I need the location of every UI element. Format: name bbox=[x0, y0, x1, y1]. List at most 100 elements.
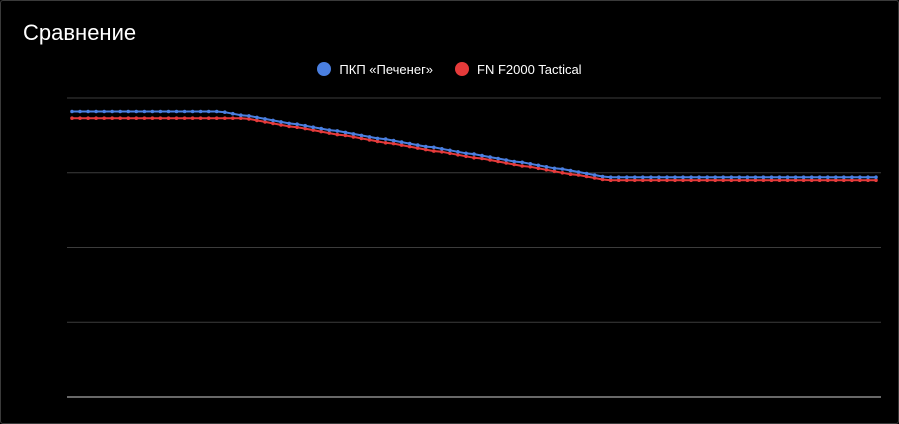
data-point-series-0[interactable] bbox=[834, 175, 838, 179]
data-point-series-1[interactable] bbox=[520, 164, 524, 168]
data-point-series-1[interactable] bbox=[424, 147, 428, 152]
data-point-series-1[interactable] bbox=[480, 156, 484, 161]
data-point-series-1[interactable] bbox=[769, 178, 774, 182]
data-point-series-1[interactable] bbox=[198, 116, 203, 120]
data-point-series-0[interactable] bbox=[86, 109, 90, 114]
data-point-series-0[interactable] bbox=[512, 159, 516, 164]
data-point-series-1[interactable] bbox=[166, 116, 171, 120]
data-point-series-0[interactable] bbox=[850, 175, 854, 179]
data-point-series-1[interactable] bbox=[641, 178, 645, 182]
data-point-series-0[interactable] bbox=[568, 168, 573, 173]
data-point-series-1[interactable] bbox=[528, 165, 533, 169]
data-point-series-1[interactable] bbox=[158, 116, 163, 120]
data-point-series-1[interactable] bbox=[102, 116, 106, 120]
data-point-series-0[interactable] bbox=[681, 175, 685, 179]
data-point-series-0[interactable] bbox=[616, 175, 621, 179]
data-point-series-0[interactable] bbox=[528, 162, 533, 166]
data-point-series-1[interactable] bbox=[657, 178, 661, 182]
data-point-series-1[interactable] bbox=[737, 178, 742, 182]
data-point-series-1[interactable] bbox=[600, 177, 605, 182]
data-point-series-0[interactable] bbox=[552, 166, 557, 171]
data-point-series-1[interactable] bbox=[826, 178, 830, 182]
data-point-series-0[interactable] bbox=[440, 147, 444, 151]
data-point-series-0[interactable] bbox=[464, 151, 468, 156]
data-point-series-1[interactable] bbox=[464, 154, 468, 159]
data-point-series-0[interactable] bbox=[633, 175, 637, 179]
data-point-series-0[interactable] bbox=[826, 175, 830, 179]
data-point-series-1[interactable] bbox=[359, 136, 364, 141]
data-point-series-0[interactable] bbox=[263, 117, 267, 121]
data-point-series-1[interactable] bbox=[440, 150, 444, 154]
data-point-series-0[interactable] bbox=[576, 170, 581, 174]
data-point-series-1[interactable] bbox=[608, 178, 613, 182]
data-point-series-0[interactable] bbox=[448, 148, 452, 153]
data-point-series-0[interactable] bbox=[110, 109, 114, 114]
data-point-series-0[interactable] bbox=[367, 135, 372, 139]
data-point-series-0[interactable] bbox=[158, 109, 163, 114]
data-point-series-1[interactable] bbox=[633, 178, 637, 182]
data-point-series-0[interactable] bbox=[705, 175, 709, 179]
data-point-series-0[interactable] bbox=[399, 140, 404, 144]
data-point-series-1[interactable] bbox=[544, 168, 549, 172]
data-point-series-1[interactable] bbox=[271, 121, 275, 126]
data-point-series-0[interactable] bbox=[480, 153, 484, 158]
data-point-series-1[interactable] bbox=[263, 120, 267, 124]
data-point-series-1[interactable] bbox=[142, 116, 147, 120]
data-point-series-0[interactable] bbox=[504, 158, 509, 162]
data-point-series-0[interactable] bbox=[407, 141, 412, 146]
data-point-series-1[interactable] bbox=[239, 116, 243, 120]
data-point-series-0[interactable] bbox=[737, 175, 742, 179]
data-point-series-1[interactable] bbox=[214, 116, 219, 120]
data-point-series-1[interactable] bbox=[448, 151, 452, 156]
data-point-series-0[interactable] bbox=[625, 175, 629, 179]
data-point-series-0[interactable] bbox=[432, 145, 436, 150]
data-point-series-1[interactable] bbox=[456, 153, 460, 157]
data-point-series-0[interactable] bbox=[809, 175, 814, 179]
data-point-series-1[interactable] bbox=[295, 125, 299, 129]
data-point-series-0[interactable] bbox=[231, 111, 235, 116]
data-point-series-1[interactable] bbox=[70, 116, 74, 120]
data-point-series-1[interactable] bbox=[206, 116, 211, 120]
data-point-series-1[interactable] bbox=[231, 116, 235, 120]
legend-item-series-1[interactable]: FN F2000 Tactical bbox=[455, 62, 582, 77]
data-point-series-0[interactable] bbox=[335, 129, 340, 133]
data-point-series-1[interactable] bbox=[319, 129, 324, 134]
data-point-series-0[interactable] bbox=[721, 175, 725, 179]
data-point-series-1[interactable] bbox=[850, 178, 854, 182]
data-point-series-0[interactable] bbox=[190, 109, 195, 114]
data-point-series-1[interactable] bbox=[713, 178, 717, 182]
data-point-series-0[interactable] bbox=[415, 143, 420, 147]
data-point-series-1[interactable] bbox=[745, 178, 750, 182]
data-point-series-0[interactable] bbox=[424, 144, 428, 149]
data-point-series-0[interactable] bbox=[641, 175, 645, 179]
data-point-series-1[interactable] bbox=[576, 173, 581, 177]
data-point-series-1[interactable] bbox=[665, 178, 669, 182]
data-point-series-0[interactable] bbox=[592, 173, 597, 177]
data-point-series-1[interactable] bbox=[697, 178, 701, 182]
legend-item-series-0[interactable]: ПКП «Печенег» bbox=[317, 62, 433, 77]
data-point-series-1[interactable] bbox=[842, 178, 846, 182]
data-point-series-1[interactable] bbox=[866, 178, 870, 182]
data-point-series-0[interactable] bbox=[745, 175, 750, 179]
data-point-series-1[interactable] bbox=[681, 178, 685, 182]
data-point-series-0[interactable] bbox=[102, 109, 106, 114]
data-point-series-0[interactable] bbox=[673, 175, 677, 179]
data-point-series-0[interactable] bbox=[608, 175, 613, 179]
data-point-series-1[interactable] bbox=[190, 116, 195, 120]
data-point-series-1[interactable] bbox=[182, 116, 187, 120]
data-point-series-0[interactable] bbox=[520, 160, 524, 165]
data-point-series-1[interactable] bbox=[761, 178, 766, 182]
data-point-series-1[interactable] bbox=[625, 178, 629, 182]
data-point-series-1[interactable] bbox=[118, 116, 122, 120]
data-point-series-1[interactable] bbox=[536, 166, 541, 171]
data-point-series-0[interactable] bbox=[472, 152, 476, 156]
data-point-series-1[interactable] bbox=[584, 174, 589, 179]
data-point-series-0[interactable] bbox=[753, 175, 758, 179]
data-point-series-0[interactable] bbox=[769, 175, 774, 179]
data-point-series-1[interactable] bbox=[415, 146, 420, 150]
data-point-series-1[interactable] bbox=[616, 178, 621, 182]
data-point-series-1[interactable] bbox=[753, 178, 758, 182]
data-point-series-1[interactable] bbox=[496, 159, 500, 164]
data-point-series-1[interactable] bbox=[399, 143, 404, 147]
data-point-series-1[interactable] bbox=[335, 132, 340, 137]
